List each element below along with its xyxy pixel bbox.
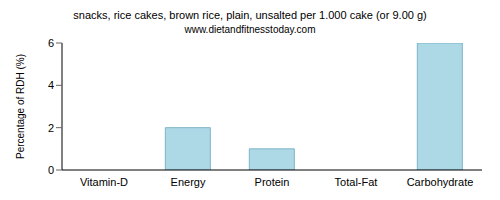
svg-text:4: 4 xyxy=(48,79,54,91)
svg-text:Total-Fat: Total-Fat xyxy=(335,176,378,188)
svg-text:Carbohydrate: Carbohydrate xyxy=(407,176,474,188)
svg-text:0: 0 xyxy=(48,164,54,176)
svg-text:2: 2 xyxy=(48,122,54,134)
svg-text:6: 6 xyxy=(48,37,54,49)
svg-text:Energy: Energy xyxy=(171,176,206,188)
html-text:snacks, rice cakes, brown rice: snacks, rice cakes, brown rice, plain, u… xyxy=(73,9,427,21)
html-text:www.dietandfitnesstoday.com: www.dietandfitnesstoday.com xyxy=(184,24,316,35)
svg-text:Vitamin-D: Vitamin-D xyxy=(80,176,128,188)
svg-text:Percentage of RDH (%): Percentage of RDH (%) xyxy=(15,54,26,159)
svg-text:Protein: Protein xyxy=(255,176,290,188)
